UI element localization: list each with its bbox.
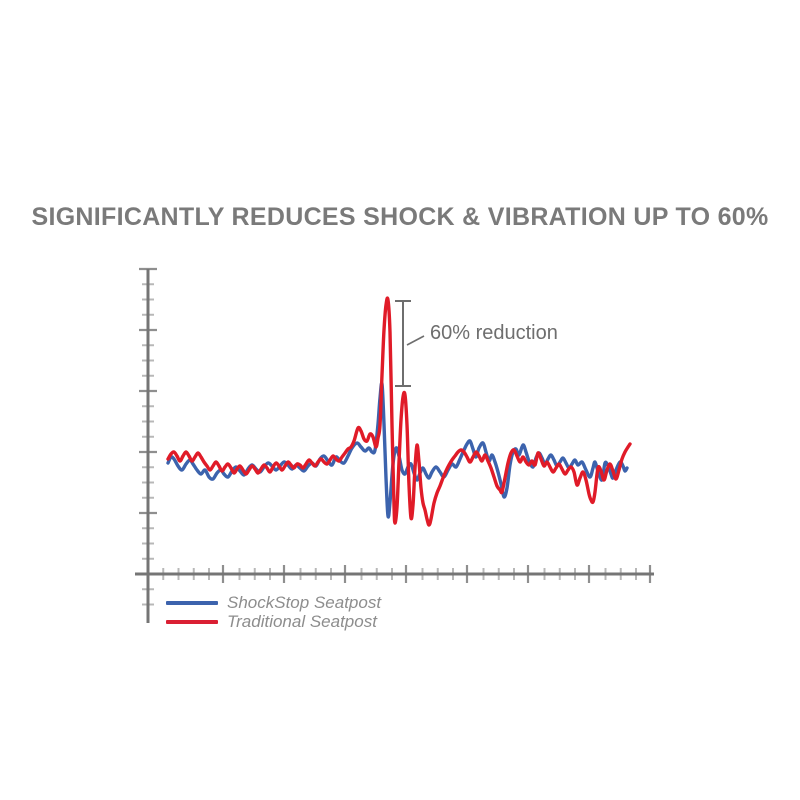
- legend: ShockStop Seatpost Traditional Seatpost: [166, 593, 382, 631]
- legend-label-traditional: Traditional Seatpost: [227, 612, 377, 631]
- legend-item-traditional: Traditional Seatpost: [166, 612, 381, 631]
- reduction-annotation-label: 60% reduction: [430, 322, 558, 344]
- reduction-bracket: [395, 300, 425, 387]
- axes: [135, 267, 654, 623]
- legend-item-shockstop: ShockStop Seatpost: [166, 593, 382, 612]
- series-line-1: [166, 296, 632, 527]
- chart-title: SIGNIFICANTLY REDUCES SHOCK & VIBRATION …: [31, 203, 769, 231]
- traditional-line-swatch: [166, 620, 218, 624]
- data-series: [166, 296, 632, 527]
- shockstop-line-swatch: [166, 601, 218, 605]
- legend-label-shockstop: ShockStop Seatpost: [227, 593, 382, 612]
